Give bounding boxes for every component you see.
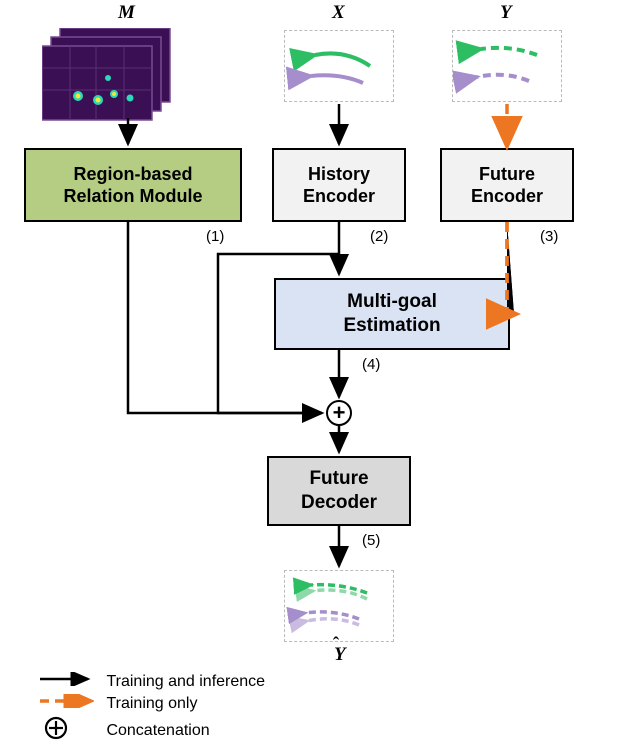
legend-concat: Concatenation: [38, 716, 210, 745]
heatmap-input: [42, 28, 192, 126]
rrm-text: Region-basedRelation Module: [64, 163, 203, 208]
label-x: X: [332, 2, 345, 24]
num-3: (3): [540, 228, 558, 245]
mge-text: Multi-goalEstimation: [343, 290, 440, 338]
num-2: (2): [370, 228, 388, 245]
future-decoder: FutureDecoder: [267, 456, 411, 526]
yhat-trajectory: [284, 570, 394, 642]
legend-both: Training and inference: [38, 672, 265, 691]
he-text: HistoryEncoder: [303, 163, 375, 208]
num-5: (5): [362, 532, 380, 549]
plus-icon: +: [333, 402, 346, 424]
fe-text: FutureEncoder: [471, 163, 543, 208]
region-relation-module: Region-basedRelation Module: [24, 148, 242, 222]
history-encoder: HistoryEncoder: [272, 148, 406, 222]
fd-text: FutureDecoder: [301, 467, 377, 515]
x-trajectory: [284, 30, 394, 102]
label-yhat: ̂Y: [334, 644, 346, 666]
future-encoder: FutureEncoder: [440, 148, 574, 222]
label-m: M: [118, 2, 135, 24]
multi-goal-estimation: Multi-goalEstimation: [274, 278, 510, 350]
y-trajectory: [452, 30, 562, 102]
legend-both-text: Training and inference: [106, 673, 265, 690]
label-y: Y: [500, 2, 512, 24]
num-4: (4): [362, 356, 380, 373]
concat-op: +: [326, 400, 352, 426]
legend-train-text: Training only: [106, 695, 197, 712]
num-1: (1): [206, 228, 224, 245]
legend-train: Training only: [38, 694, 197, 713]
legend-concat-text: Concatenation: [106, 722, 209, 739]
